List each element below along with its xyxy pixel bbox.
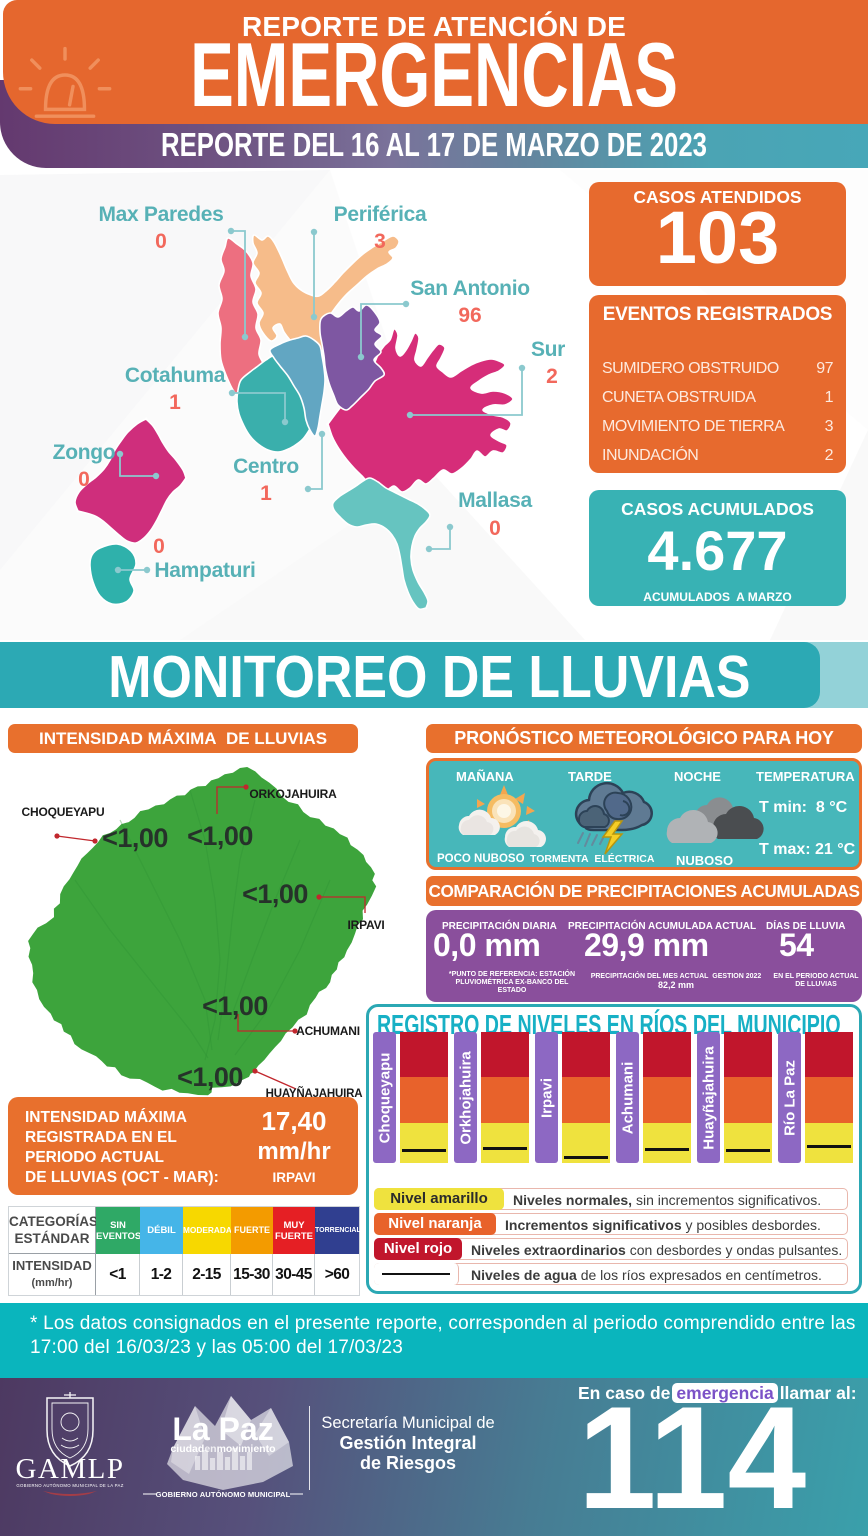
svg-text:0: 0: [489, 517, 501, 540]
svg-text:3: 3: [374, 230, 386, 253]
svg-text:1: 1: [169, 391, 181, 414]
svg-text:96: 96: [458, 304, 481, 327]
svg-text:0: 0: [78, 468, 90, 491]
svg-text:Periférica: Periférica: [334, 203, 427, 226]
svg-text:HUAYÑAJAHUIRA: HUAYÑAJAHUIRA: [266, 1087, 363, 1100]
svg-text:ORKOJAHUIRA: ORKOJAHUIRA: [249, 787, 337, 801]
svg-text:GOBIERNO AUTÓNOMO MUNICIPAL: GOBIERNO AUTÓNOMO MUNICIPAL: [156, 1490, 291, 1499]
svg-text:ACHUMANI: ACHUMANI: [296, 1024, 360, 1038]
svg-text:Sur: Sur: [531, 338, 565, 361]
svg-text:Max Paredes: Max Paredes: [98, 203, 223, 226]
svg-text:0: 0: [155, 230, 167, 253]
svg-text:IRPAVI: IRPAVI: [347, 918, 384, 932]
svg-text:<1,00: <1,00: [102, 823, 168, 853]
svg-text:Zongo: Zongo: [53, 441, 116, 464]
svg-text:GOBIERNO AUTÓNOMO MUNICIPAL DE: GOBIERNO AUTÓNOMO MUNICIPAL DE LA PAZ: [16, 1483, 123, 1488]
svg-text:La Paz: La Paz: [172, 1411, 273, 1447]
svg-text:<1,00: <1,00: [177, 1062, 243, 1092]
svg-text:Cotahuma: Cotahuma: [125, 364, 226, 387]
svg-text:2: 2: [546, 365, 558, 388]
svg-text:Mallasa: Mallasa: [458, 489, 532, 512]
svg-text:<1,00: <1,00: [242, 879, 308, 909]
svg-text:CHOQUEYAPU: CHOQUEYAPU: [22, 805, 105, 819]
svg-text:<1,00: <1,00: [187, 821, 253, 851]
svg-text:Hampaturi: Hampaturi: [154, 559, 255, 582]
svg-text:Centro: Centro: [233, 455, 299, 478]
svg-text:1: 1: [260, 482, 272, 505]
svg-text:San Antonio: San Antonio: [410, 277, 530, 300]
svg-text:GAMLP: GAMLP: [15, 1453, 124, 1485]
svg-text:0: 0: [153, 535, 165, 558]
svg-text:<1,00: <1,00: [202, 991, 268, 1021]
